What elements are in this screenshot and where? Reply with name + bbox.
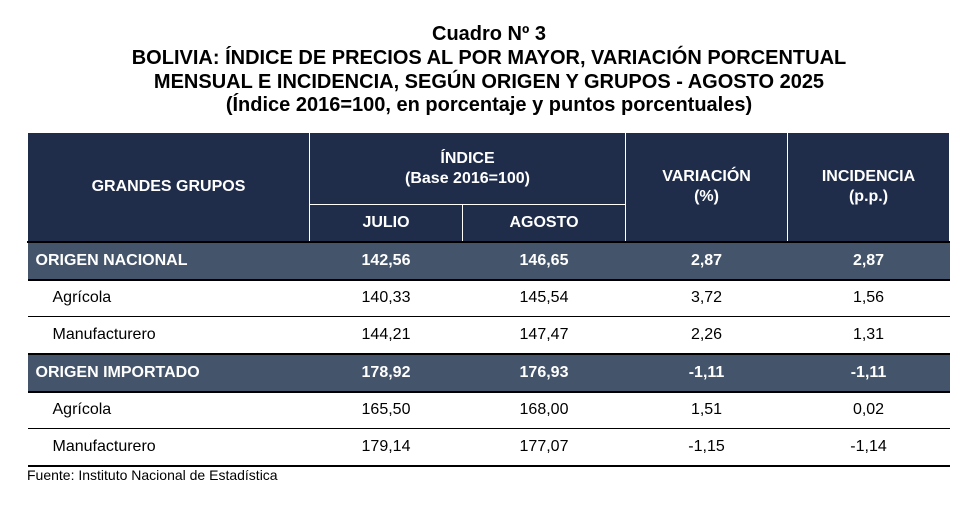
cell-variacion: -1,15	[625, 428, 788, 467]
row-label: ORIGEN NACIONAL	[27, 240, 310, 281]
table-row-nacional-agricola: Agrícola 140,33 145,54 3,72 1,56	[27, 279, 950, 317]
header-indice-base: (Base 2016=100)	[405, 169, 530, 187]
table-row-origen-importado: ORIGEN IMPORTADO 178,92 176,93 -1,11 -1,…	[27, 352, 950, 393]
row-label: Agrícola	[27, 391, 310, 429]
cell-julio: 165,50	[309, 391, 463, 429]
cell-variacion: 2,87	[625, 240, 788, 281]
header-indice-label: ÍNDICE	[440, 149, 495, 167]
cell-julio: 140,33	[309, 279, 463, 317]
cell-incidencia: -1,14	[787, 428, 950, 467]
cell-variacion: 2,26	[625, 316, 788, 354]
header-variacion-label: VARIACIÓN	[662, 167, 751, 185]
row-label: Agrícola	[27, 279, 310, 317]
table-row-importado-manufacturero: Manufacturero 179,14 177,07 -1,15 -1,14	[27, 428, 950, 467]
cell-variacion: -1,11	[625, 352, 788, 393]
table-title-line-1: BOLIVIA: ÍNDICE DE PRECIOS AL POR MAYOR,…	[131, 47, 847, 69]
header-variacion-unit: (%)	[694, 187, 719, 205]
cell-agosto: 145,54	[462, 279, 626, 317]
row-label: ORIGEN IMPORTADO	[27, 352, 310, 393]
header-grandes-grupos: GRANDES GRUPOS	[27, 132, 310, 242]
cell-julio: 178,92	[309, 352, 463, 393]
table-subtitle: (Índice 2016=100, en porcentaje y puntos…	[225, 94, 753, 116]
cell-variacion: 3,72	[625, 279, 788, 317]
header-incidencia-unit: (p.p.)	[848, 187, 889, 205]
cell-agosto: 176,93	[462, 352, 626, 393]
table-row-importado-agricola: Agrícola 165,50 168,00 1,51 0,02	[27, 391, 950, 429]
table-title-line-2: MENSUAL E INCIDENCIA, SEGÚN ORIGEN Y GRU…	[153, 71, 825, 93]
table-number: Cuadro Nº 3	[432, 23, 546, 45]
row-label: Manufacturero	[27, 428, 310, 467]
cell-incidencia: 1,31	[787, 316, 950, 354]
table-title-block: Cuadro Nº 3 BOLIVIA: ÍNDICE DE PRECIOS A…	[0, 22, 978, 117]
header-julio: JULIO	[309, 204, 463, 242]
header-variacion: VARIACIÓN (%)	[625, 132, 789, 242]
cell-agosto: 168,00	[462, 391, 626, 429]
cell-incidencia: -1,11	[787, 352, 950, 393]
header-indice: ÍNDICE (Base 2016=100)	[308, 132, 627, 205]
source-note: Fuente: Instituto Nacional de Estadístic…	[27, 467, 278, 483]
cell-incidencia: 2,87	[787, 240, 950, 281]
cell-incidencia: 1,56	[787, 279, 950, 317]
table-row-origen-nacional: ORIGEN NACIONAL 142,56 146,65 2,87 2,87	[27, 240, 950, 281]
cell-variacion: 1,51	[625, 391, 788, 429]
price-index-table: GRANDES GRUPOS ÍNDICE (Base 2016=100) VA…	[27, 132, 951, 467]
cell-julio: 142,56	[309, 240, 463, 281]
cell-incidencia: 0,02	[787, 391, 950, 429]
header-agosto: AGOSTO	[461, 204, 627, 242]
table-row-nacional-manufacturero: Manufacturero 144,21 147,47 2,26 1,31	[27, 316, 950, 354]
cell-agosto: 147,47	[462, 316, 626, 354]
header-incidencia: INCIDENCIA (p.p.)	[787, 132, 951, 242]
header-incidencia-label: INCIDENCIA	[821, 167, 916, 185]
row-label: Manufacturero	[27, 316, 310, 354]
cell-agosto: 146,65	[462, 240, 626, 281]
cell-julio: 144,21	[309, 316, 463, 354]
cell-julio: 179,14	[309, 428, 463, 467]
cell-agosto: 177,07	[462, 428, 626, 467]
